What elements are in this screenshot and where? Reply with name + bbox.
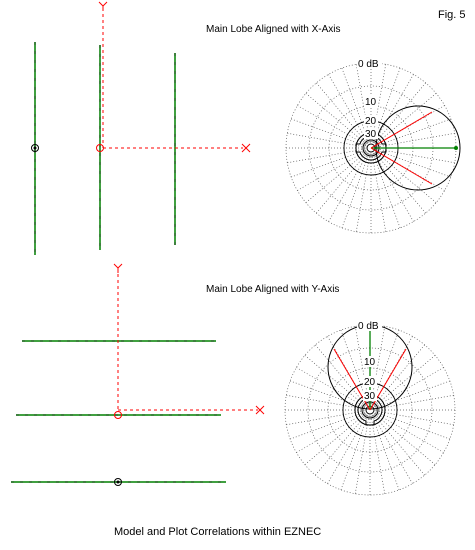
top-ring-label-10: 10 <box>365 97 377 108</box>
top-y-axis-label <box>98 1 108 11</box>
top-polar-spoke <box>305 93 367 145</box>
bottom-x-axis-label <box>255 405 265 415</box>
bottom-polar-spoke <box>373 344 425 406</box>
top-polar-spoke <box>376 132 455 148</box>
top-beamwidth-line-upper <box>370 111 433 149</box>
top-polar-spoke <box>375 93 437 145</box>
top-polar-spoke <box>297 150 366 191</box>
top-polar-spoke <box>372 153 401 228</box>
top-polar-spoke <box>328 153 369 222</box>
bottom-polar-spoke <box>373 414 425 476</box>
top-antenna-model: Y X <box>0 0 251 255</box>
top-load-marker-dot <box>33 146 37 150</box>
bottom-polar-spoke <box>374 413 436 465</box>
top-polar-spoke <box>373 153 414 222</box>
bottom-polar-spoke <box>286 410 365 426</box>
figure-caption: Model and Plot Correlations within EZNEC <box>114 526 321 538</box>
top-ring-label-20: 20 <box>365 116 377 127</box>
bottom-polar-spoke <box>375 412 444 453</box>
top-polar-spoke <box>355 64 371 143</box>
top-load-marker <box>31 144 39 152</box>
top-polar-spoke <box>373 74 414 143</box>
top-y-axis-text: Y <box>0 0 1 1</box>
bottom-source-marker <box>114 411 122 419</box>
top-polar-spoke <box>376 118 451 147</box>
bottom-polar-spoke <box>371 415 400 490</box>
top-polar-spoke <box>355 153 371 232</box>
bottom-panel-title: Main Lobe Aligned with Y-Axis <box>206 284 339 295</box>
bottom-polar-spoke <box>354 415 370 494</box>
top-polar-spoke <box>374 82 426 144</box>
top-polar-spoke <box>316 152 368 214</box>
top-source-marker <box>96 144 104 152</box>
bottom-polar-spoke <box>375 394 454 410</box>
top-ring-labels: 0 dB 10 20 30 <box>357 57 382 140</box>
bottom-ring-label-20: 20 <box>364 377 376 388</box>
bottom-polar-spoke <box>296 367 365 408</box>
top-polar-spoke <box>328 74 369 143</box>
bottom-panel: Main Lobe Aligned with Y-Axis Y X <box>0 0 456 496</box>
bottom-polar-spoke <box>372 415 413 484</box>
bottom-polar-spoke <box>304 413 366 465</box>
bottom-polar-spoke <box>370 415 386 494</box>
bottom-polar-spoke <box>354 326 370 405</box>
bottom-y-axis-label <box>113 263 123 273</box>
bottom-ring-label-30: 30 <box>364 391 376 402</box>
bottom-y-axis-text: Y <box>0 0 1 1</box>
top-polar-spoke <box>341 68 370 143</box>
top-ring-label-0: 0 dB <box>358 59 379 70</box>
bottom-polar-spoke <box>375 410 454 426</box>
top-polar-spoke <box>297 105 366 146</box>
top-polar-spoke <box>291 149 366 178</box>
bottom-polar-spoke <box>296 412 365 453</box>
bottom-polar-spoke <box>374 355 436 407</box>
figure-label: Fig. 5 <box>438 9 466 21</box>
bottom-back-lobes <box>354 394 386 426</box>
bottom-polar-spoke <box>375 380 450 409</box>
bottom-polar-spoke <box>304 355 366 407</box>
bottom-polar-spoke <box>315 344 367 406</box>
bottom-load-marker-dot <box>116 480 120 484</box>
top-polar-plot: 0 dB 10 20 30 <box>285 57 461 234</box>
bottom-polar-spoke <box>290 380 365 409</box>
bottom-polar-spoke <box>340 415 369 490</box>
top-polar-spoke <box>371 153 387 232</box>
bottom-polar-spoke <box>327 415 368 484</box>
top-polar-spoke <box>371 64 387 143</box>
top-x-axis-text: X <box>0 0 1 1</box>
top-polar-spoke <box>305 151 367 203</box>
bottom-polar-spoke <box>375 411 450 440</box>
top-ring-label-30: 30 <box>365 129 377 140</box>
top-polar-spoke <box>376 148 455 164</box>
bottom-ring-label-10: 10 <box>364 357 376 368</box>
top-x-axis-label <box>241 143 251 153</box>
bottom-polar-spoke <box>286 394 365 410</box>
bottom-polar-spoke <box>370 326 386 405</box>
top-polar-spoke <box>372 68 401 143</box>
bottom-ring-label-0: 0 dB <box>358 321 379 332</box>
top-beamwidth-line-lower <box>370 147 433 185</box>
bottom-antenna-model: Y X <box>0 0 265 486</box>
top-polar-spoke <box>291 118 366 147</box>
top-max-gain-point <box>454 146 458 150</box>
top-polar-spoke <box>374 152 426 214</box>
top-panel: Main Lobe Aligned with X-Axis Y X <box>0 0 461 255</box>
bottom-polar-spoke <box>290 411 365 440</box>
top-polar-spoke <box>341 153 370 228</box>
top-polar-spoke <box>287 132 366 148</box>
top-polar-spoke <box>375 151 437 203</box>
bottom-ring-labels: 0 dB 10 20 30 <box>357 319 382 402</box>
top-panel-title: Main Lobe Aligned with X-Axis <box>206 24 341 35</box>
top-polar-spoke <box>316 82 368 144</box>
bottom-polar-spoke <box>315 414 367 476</box>
top-polar-spoke <box>376 149 451 178</box>
bottom-polar-spoke <box>371 330 400 405</box>
bottom-polar-plot: 0 dB 10 20 30 <box>284 319 456 496</box>
bottom-load-marker <box>114 478 122 486</box>
top-polar-spoke <box>287 148 366 164</box>
bottom-polar-spoke <box>340 330 369 405</box>
bottom-x-axis-text: X <box>0 0 1 1</box>
bottom-polar-spoke <box>375 367 444 408</box>
